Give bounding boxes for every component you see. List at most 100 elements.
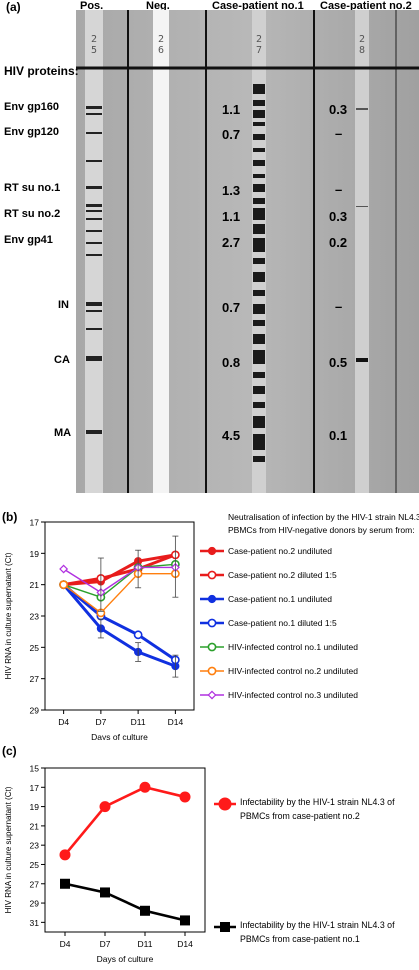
data-point — [59, 564, 69, 574]
protein-value-case1: 1.1 — [222, 209, 241, 224]
chart-b: 17 19 21 23 25 27 29 D4 D7 D11 D14 Days of culture H… — [4, 518, 195, 740]
data-point — [207, 642, 217, 652]
protein-value-case1: 0.7 — [222, 127, 241, 142]
panel-a-label: (a) — [6, 0, 21, 14]
data-point — [139, 781, 151, 793]
protein-value-case2: 0.2 — [329, 235, 348, 250]
legend-b-entry: HIV-infected control no.2 undiluted — [228, 666, 358, 676]
y-tick-label: 25 — [30, 643, 40, 653]
protein-label: CA — [54, 354, 70, 366]
plot-frame — [44, 521, 195, 711]
protein-value-case1: 1.1 — [222, 102, 241, 117]
protein-label: MA — [54, 427, 72, 439]
data-point — [133, 630, 143, 640]
data-point — [218, 797, 232, 811]
legend-b-title-line1: Neutralisation of infection by the HIV-1… — [228, 512, 419, 522]
strip-number-27: 2 7 — [252, 34, 266, 56]
series-line — [63, 572, 176, 614]
y-tick-label: 21 — [30, 821, 40, 831]
strip-number-26: 2 6 — [154, 34, 168, 56]
legend-c-entry-2-line1: Infectability by the HIV-1 strain NL4.3 … — [240, 920, 395, 930]
strip-digit: 2 — [255, 34, 263, 45]
data-point — [59, 580, 69, 590]
series — [60, 878, 190, 926]
strip-digit: 2 — [358, 34, 366, 45]
protein-label: RT su no.2 — [4, 208, 61, 220]
lane-header-case2: Case-patient no.2 — [320, 0, 412, 12]
chart-c: 15 17 19 21 23 25 27 29 31 D4 D7 D11 D14 Days of cult… — [4, 764, 206, 964]
legend-b-entries: Case-patient no.2 undiluted Case-patient… — [228, 540, 419, 710]
protein-value-case2: 0.5 — [329, 355, 348, 370]
protein-label: IN — [58, 299, 69, 311]
data-point — [60, 878, 70, 889]
data-point — [59, 849, 71, 861]
legend-c-entry-1-line1: Infectability by the HIV-1 strain NL4.3 … — [240, 797, 395, 807]
x-tick-label: D14 — [177, 939, 193, 949]
lane-header-neg: Neg. — [146, 0, 170, 12]
series-line — [63, 566, 176, 594]
y-axis-label: HIV RNA in culture supernatant (Ct) — [4, 552, 13, 679]
y-tick-label: 29 — [30, 706, 40, 716]
data-point — [207, 570, 217, 580]
y-axis-label: HIV RNA in culture supernatant (Ct) — [4, 786, 13, 913]
protein-value-case1: 4.5 — [222, 428, 241, 443]
x-tick-label: D4 — [60, 939, 71, 949]
series — [59, 781, 191, 861]
panel-c-label: (c) — [2, 744, 17, 758]
protein-value-case2: – — [335, 299, 343, 314]
series — [59, 569, 180, 618]
strip-digit: 2 — [90, 34, 98, 45]
strip-digit: 5 — [90, 45, 98, 56]
legend-b-entry: HIV-infected control no.1 undiluted — [228, 642, 358, 652]
blot-strips — [76, 10, 419, 493]
x-tick-label: D4 — [58, 717, 69, 727]
data-point — [220, 922, 230, 932]
series-line — [64, 882, 186, 922]
strip-number-28: 2 8 — [355, 34, 369, 56]
legend-b-entry: Case-patient no.1 undiluted — [228, 594, 332, 604]
legend-b-entry: HIV-infected control no.3 undiluted — [228, 690, 358, 700]
data-point — [207, 594, 217, 604]
legend-b-entry: Case-patient no.2 undiluted — [228, 546, 332, 556]
x-tick-label: D11 — [138, 939, 153, 949]
series-line — [63, 563, 176, 598]
protein-value-case1: 0.7 — [222, 300, 241, 315]
protein-label: RT su no.1 — [4, 182, 61, 194]
series — [59, 562, 180, 597]
protein-value-case2: 0.3 — [329, 209, 348, 224]
protein-value-case1: 0.8 — [222, 355, 241, 370]
protein-label: Env gp160 — [4, 101, 60, 113]
protein-value-case2: – — [335, 126, 343, 141]
protein-label: Env gp41 — [4, 234, 53, 246]
y-tick-label: 21 — [30, 580, 40, 590]
protein-value-case2: – — [335, 182, 343, 197]
data-point — [207, 666, 217, 676]
y-tick-label: 29 — [30, 899, 40, 909]
legend-c-markers — [214, 797, 236, 932]
series-line — [62, 583, 176, 668]
data-point — [179, 791, 191, 803]
protein-value-case2: 0.3 — [329, 102, 348, 117]
strip-digit: 8 — [358, 45, 366, 56]
legend-b-entry: Case-patient no.1 diluted 1:5 — [228, 618, 337, 628]
x-axis-label: Days of culture — [91, 732, 148, 740]
y-tick-label: 19 — [30, 549, 40, 559]
strip-digit: 6 — [157, 45, 165, 56]
strip-digit: 2 — [157, 34, 165, 45]
data-point — [180, 915, 190, 926]
x-axis-label: Days of culture — [97, 954, 154, 964]
legend-c-entry-2-line2: PBMCs from case-patient no.1 — [240, 934, 360, 944]
y-tick-label: 23 — [30, 612, 40, 622]
data-point — [140, 905, 150, 916]
data-point — [207, 618, 217, 628]
protein-value-case1: 1.3 — [222, 183, 241, 198]
series-line — [63, 785, 186, 856]
y-tick-label: 23 — [30, 841, 40, 851]
series-line — [62, 583, 177, 662]
legend-b-markers — [200, 546, 224, 700]
data-point — [207, 690, 217, 700]
protein-value-case1: 2.7 — [222, 235, 241, 250]
y-tick-label: 19 — [30, 802, 40, 812]
legend-b-entry: Case-patient no.2 diluted 1:5 — [228, 570, 337, 580]
x-tick-label: D11 — [131, 717, 146, 727]
